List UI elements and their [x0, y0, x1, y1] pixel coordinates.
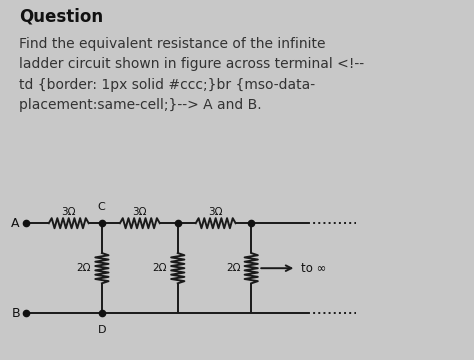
Text: 2Ω: 2Ω: [77, 263, 91, 273]
Text: 2Ω: 2Ω: [153, 263, 167, 273]
Text: Find the equivalent resistance of the infinite
ladder circuit shown in figure ac: Find the equivalent resistance of the in…: [19, 37, 364, 112]
Text: 3Ω: 3Ω: [62, 207, 76, 217]
Text: 3Ω: 3Ω: [133, 207, 147, 217]
Text: B: B: [11, 307, 20, 320]
Text: 3Ω: 3Ω: [209, 207, 223, 217]
Text: 2Ω: 2Ω: [226, 263, 240, 273]
Text: D: D: [98, 325, 106, 335]
Text: A: A: [11, 217, 20, 230]
Text: to ∞: to ∞: [301, 262, 327, 275]
Text: C: C: [97, 202, 105, 212]
Text: Question: Question: [19, 8, 103, 26]
